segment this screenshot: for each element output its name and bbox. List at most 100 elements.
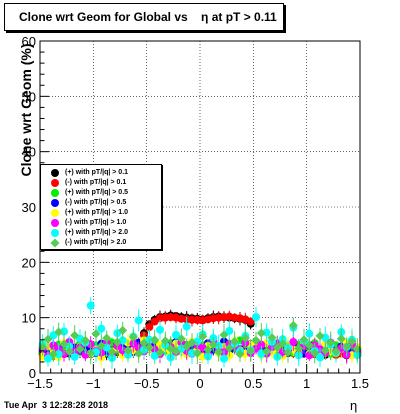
- data-point: [80, 335, 90, 345]
- data-point: [150, 335, 160, 345]
- y-tick-label: 50: [22, 89, 36, 104]
- data-point: [182, 322, 191, 331]
- data-point: [267, 333, 277, 343]
- data-point: [86, 348, 96, 358]
- x-tick-label: 1.5: [351, 376, 369, 391]
- data-point: [225, 326, 234, 335]
- data-point: [326, 338, 336, 348]
- x-tick-label: −1.5: [27, 376, 53, 391]
- legend-marker: [51, 179, 59, 187]
- legend-entry: (-) with pT/|q| > 0.5: [45, 198, 160, 208]
- legend-entry: (+) with pT/|q| > 2.0: [45, 228, 160, 238]
- data-point: [171, 346, 181, 356]
- data-point: [246, 346, 256, 356]
- data-point: [118, 325, 128, 335]
- axes: −1.5 −1 −0.5 0 0.5 1 1.5 0 10 20 30 40 50 60: [22, 34, 370, 391]
- legend-marker: [51, 229, 59, 237]
- data-point: [252, 313, 260, 322]
- legend-marker: [51, 189, 59, 197]
- data-point: [112, 337, 122, 347]
- data-point: [230, 336, 240, 346]
- data-point: [54, 350, 63, 359]
- x-tick-label: 0.5: [244, 376, 262, 391]
- data-point: [219, 330, 229, 340]
- legend-label: (-) with pT/|q| > 1.0: [65, 219, 127, 226]
- legend-entry: (+) with pT/|q| > 0.5: [45, 188, 160, 198]
- x-tick-label: 0: [196, 376, 203, 391]
- data-point: [208, 340, 218, 350]
- data-point: [48, 349, 58, 359]
- data-point: [288, 320, 298, 330]
- y-axis-title: Clone wrt Geom (%): [18, 43, 34, 177]
- data-point: [91, 329, 101, 339]
- data-point: [96, 341, 106, 351]
- data-point: [107, 347, 117, 357]
- x-tick-label: 1: [303, 376, 310, 391]
- legend-label: (-) with pT/|q| > 0.1: [65, 179, 127, 186]
- data-point: [145, 323, 154, 332]
- data-point: [235, 349, 245, 359]
- data-point: [172, 330, 180, 339]
- data-point: [176, 334, 186, 344]
- legend: (+) with pT/|q| > 0.1 (-) with pT/|q| > 0…: [40, 164, 162, 250]
- data-point: [86, 301, 95, 310]
- legend-marker: [51, 219, 59, 227]
- data-point: [128, 332, 138, 342]
- data-point: [347, 336, 357, 346]
- data-point: [70, 352, 79, 361]
- data-point: [64, 346, 74, 356]
- legend-entry: (+) with pT/|q| > 0.1: [45, 168, 160, 178]
- data-point: [70, 330, 80, 340]
- legend-entry: (-) with pT/|q| > 0.1: [45, 178, 160, 188]
- data-point: [43, 334, 53, 344]
- data-point: [316, 353, 324, 362]
- data-point: [123, 345, 133, 355]
- data-point: [342, 341, 352, 351]
- legend-entry: (-) with pT/|q| > 1.0: [45, 218, 160, 228]
- data-point: [299, 335, 309, 345]
- data-point: [262, 346, 272, 356]
- legend-marker: [51, 169, 59, 177]
- data-point: [188, 349, 196, 358]
- data-point: [44, 354, 52, 363]
- data-point: [294, 344, 304, 354]
- legend-label: (+) with pT/|q| > 1.0: [65, 209, 129, 216]
- data-series: [38, 296, 362, 370]
- data-point: [320, 345, 330, 355]
- legend-label: (-) with pT/|q| > 2.0: [65, 239, 127, 246]
- legend-label: (+) with pT/|q| > 2.0: [65, 229, 129, 236]
- data-point: [160, 336, 170, 346]
- data-point: [220, 354, 228, 363]
- data-point: [304, 340, 314, 350]
- y-tick-label: 60: [22, 34, 36, 49]
- legend-marker: [50, 238, 60, 248]
- y-tick-label: 10: [22, 311, 36, 326]
- y-tick-label: 30: [22, 200, 36, 215]
- data-point: [192, 348, 202, 358]
- data-point: [198, 331, 208, 341]
- legend-label: (+) with pT/|q| > 0.5: [65, 189, 129, 196]
- data-point: [305, 329, 314, 338]
- data-point: [315, 331, 325, 341]
- footer-datestamp: Tue Apr 3 12:28:28 2018: [4, 400, 109, 410]
- data-point: [75, 344, 85, 354]
- legend-label: (-) with pT/|q| > 0.5: [65, 199, 127, 206]
- x-tick-label: −0.5: [134, 376, 160, 391]
- data-point: [251, 335, 261, 345]
- data-point: [278, 339, 288, 349]
- legend-entry: (+) with pT/|q| > 1.0: [45, 208, 160, 218]
- data-point: [182, 341, 192, 351]
- data-point: [155, 348, 165, 358]
- data-point: [272, 343, 282, 353]
- legend-marker: [51, 199, 59, 207]
- data-point: [54, 327, 64, 337]
- series-7: [38, 317, 362, 365]
- data-point: [257, 340, 266, 349]
- data-point: [310, 348, 320, 358]
- legend-marker: [51, 209, 59, 217]
- data-point: [262, 328, 271, 337]
- chart-title-box: Clone wrt Geom for Global vs η at pT > 0…: [4, 3, 284, 31]
- data-point: [289, 338, 298, 347]
- data-point: [102, 333, 112, 343]
